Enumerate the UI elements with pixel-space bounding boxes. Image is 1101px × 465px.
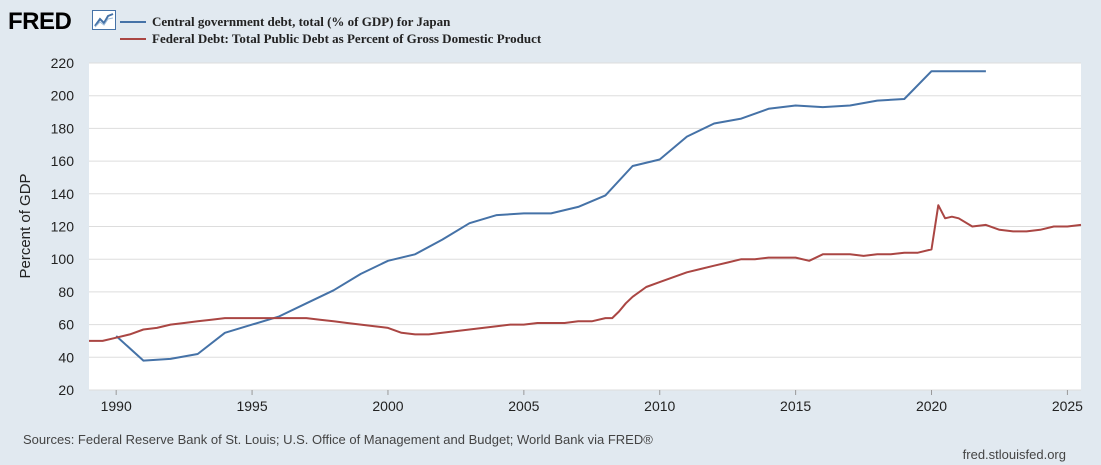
source-site-link[interactable]: fred.stlouisfed.org bbox=[962, 447, 1066, 462]
y-tick-label: 60 bbox=[58, 317, 74, 333]
x-tick-label: 2025 bbox=[1052, 398, 1083, 414]
x-tick-label: 2015 bbox=[780, 398, 811, 414]
chart-line-icon bbox=[92, 10, 116, 30]
legend-swatch-japan bbox=[120, 21, 146, 24]
y-axis-label: Percent of GDP bbox=[17, 173, 34, 278]
y-tick-label: 160 bbox=[51, 153, 75, 169]
grid-lines bbox=[89, 62, 1081, 391]
x-tick-label: 1995 bbox=[236, 398, 267, 414]
legend-label-us: Federal Debt: Total Public Debt as Perce… bbox=[152, 31, 542, 46]
x-tick-label: 1990 bbox=[101, 398, 132, 414]
y-tick-label: 200 bbox=[51, 88, 75, 104]
y-axis-ticks: 20 40 60 80 100 120 140 160 180 200 220 bbox=[51, 55, 75, 398]
x-tick-label: 2020 bbox=[916, 398, 947, 414]
series-line-japan[interactable] bbox=[115, 70, 986, 362]
x-tick-label: 2010 bbox=[644, 398, 675, 414]
y-tick-label: 120 bbox=[51, 219, 75, 235]
legend-label-japan: Central government debt, total (% of GDP… bbox=[152, 14, 451, 29]
series-line-us[interactable] bbox=[89, 204, 1082, 342]
fred-logo[interactable]: FRED bbox=[8, 8, 72, 35]
y-tick-label: 220 bbox=[51, 55, 75, 71]
series-lines bbox=[89, 70, 1082, 362]
y-tick-label: 180 bbox=[51, 120, 75, 136]
legend-item-us[interactable]: Federal Debt: Total Public Debt as Perce… bbox=[120, 30, 541, 47]
y-tick-label: 140 bbox=[51, 186, 75, 202]
y-tick-label: 80 bbox=[58, 284, 74, 300]
legend-item-japan[interactable]: Central government debt, total (% of GDP… bbox=[120, 13, 541, 30]
y-tick-label: 40 bbox=[58, 349, 74, 365]
y-tick-label: 20 bbox=[58, 382, 74, 398]
y-tick-label: 100 bbox=[51, 251, 75, 267]
x-axis-ticks: 1990 1995 2000 2005 2010 2015 2020 2025 bbox=[101, 390, 1083, 414]
chart-legend: Central government debt, total (% of GDP… bbox=[120, 13, 541, 47]
x-tick-label: 2005 bbox=[508, 398, 539, 414]
sources-text: Sources: Federal Reserve Bank of St. Lou… bbox=[23, 432, 653, 447]
x-tick-label: 2000 bbox=[372, 398, 403, 414]
legend-swatch-us bbox=[120, 38, 146, 41]
